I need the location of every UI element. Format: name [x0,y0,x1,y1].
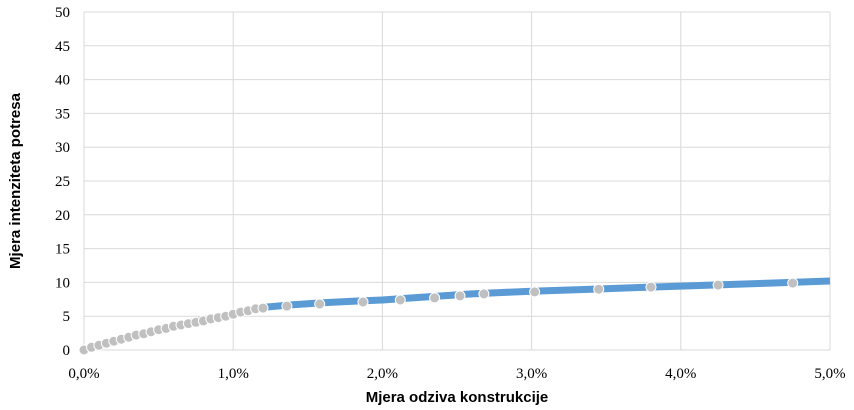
x-tick-label: 5,0% [814,366,845,382]
y-tick-label: 20 [55,208,70,224]
y-tick-label: 50 [55,5,70,21]
x-tick-labels: 0,0% 1,0% 2,0% 3,0% 4,0% 5,0% [68,366,845,382]
data-point [454,290,466,302]
data-point [529,286,541,298]
x-tick-label: 1,0% [218,366,249,382]
y-tick-label: 5 [63,309,71,325]
data-point [478,288,490,300]
data-point [314,298,326,310]
data-point [787,277,799,289]
y-tick-label: 0 [63,343,71,359]
data-point [645,281,657,293]
y-tick-label: 45 [55,39,70,55]
x-tick-label: 3,0% [516,366,547,382]
data-point [429,292,441,304]
y-tick-labels: 0 5 10 15 20 25 30 35 40 45 50 [55,5,70,359]
data-point [712,279,724,291]
grid [83,11,831,351]
x-axis-title: Mjera odziva konstrukcije [366,389,549,406]
data-point [593,283,605,295]
y-axis-title: Mjera intenziteta potresa [7,92,24,269]
series [78,277,831,356]
data-point [257,302,269,314]
y-tick-label: 30 [55,140,70,156]
y-tick-label: 35 [55,106,70,122]
x-tick-label: 2,0% [367,366,398,382]
y-tick-label: 15 [55,242,70,258]
y-tick-label: 40 [55,73,70,89]
y-tick-label: 25 [55,174,70,190]
data-point [281,300,293,312]
x-tick-label: 4,0% [665,366,696,382]
data-point [394,294,406,306]
x-tick-label: 0,0% [68,366,99,382]
data-point [357,296,369,308]
y-tick-label: 10 [55,275,70,291]
